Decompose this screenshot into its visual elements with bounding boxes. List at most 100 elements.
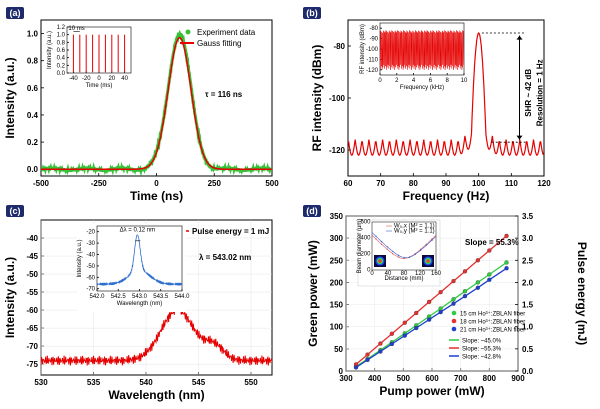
inset-a-axes: -40 -20 0 20 40 0.0 0.20.4 0.6 0.81.0 1.2 Time (ms…	[47, 25, 132, 89]
y-axis-label: Green power (mW)	[306, 240, 320, 347]
inset-c-bg	[77, 224, 186, 312]
data-point	[402, 320, 407, 325]
inset-c-series	[97, 234, 182, 286]
data-point	[438, 290, 443, 295]
inset-b-axes: 0 2 4 6 8 10 -120 -110 -100 -90 -80 Frequency (kHz)…	[360, 22, 468, 91]
x-tick-label: 543.5	[153, 294, 169, 300]
x-tick-label: 120	[537, 179, 551, 188]
y-tick-label: 0.2	[57, 63, 66, 69]
x-axis-label: Time (ns)	[130, 189, 183, 203]
x-tick-label: 8	[446, 78, 450, 84]
shr-arrow-head-down	[516, 135, 523, 140]
y-tick-label: -50	[86, 264, 95, 270]
y-tick-label: -60	[26, 306, 38, 315]
data-point	[365, 352, 370, 357]
panel-label-bg	[6, 7, 24, 19]
data-point	[378, 341, 383, 346]
inset-d-y-label: Beam diameter (μm)	[357, 219, 363, 274]
y-tick-label: 0.6	[57, 48, 66, 54]
inset-b-series	[380, 30, 464, 70]
y2-tick-label: 2.5	[522, 256, 534, 265]
inset-d-point	[414, 253, 416, 256]
inset-a-series	[72, 34, 126, 73]
y-axis-label: Intensity (a.u.)	[3, 57, 17, 138]
legend-label-fiber: 18 cm Ho³⁺:ZBLAN fiber	[460, 319, 525, 326]
y-axis-label: RF intensity (dBm)	[360, 24, 366, 74]
inset-d-legend-label: W₀,x (M² = 1.1)	[394, 224, 435, 230]
inset-d-point	[375, 238, 377, 240]
legend-label-fiber: 15 cm Ho³⁺:ZBLAN fiber	[460, 311, 525, 318]
inset-d-point	[431, 238, 433, 240]
legend-label-pulse-energy: Pulse energy = 1 mJ	[192, 227, 269, 236]
legend-label-experiment: Experiment data	[197, 28, 256, 37]
inset-d-point	[397, 256, 400, 258]
gauss-fitting-line	[41, 36, 272, 170]
inset-d-series	[372, 232, 436, 260]
legend-label-fiber: 21 cm Ho³⁺:ZBLAN fiber	[460, 327, 525, 334]
x-tick-label: 535	[87, 378, 101, 387]
y-tick-label: 0.8	[57, 40, 66, 46]
y-tick-label: 0.8	[27, 57, 39, 66]
inset-d-point	[380, 240, 383, 243]
panel-d-series	[353, 233, 509, 370]
data-point	[426, 317, 432, 322]
y-tick-label: -70	[86, 287, 95, 293]
x-tick-label: 540	[139, 378, 153, 387]
y-tick-label: -70	[26, 342, 38, 351]
data-point	[462, 289, 468, 294]
y-tick-label: -80	[333, 42, 345, 51]
data-point	[414, 310, 419, 316]
data-point	[353, 365, 359, 370]
legend-marker-fiber	[451, 318, 457, 324]
y-tick-label: 1.2	[57, 25, 66, 31]
x-tick-label: 800	[483, 374, 497, 383]
x-axis-label: Pump power (mW)	[379, 384, 484, 398]
x-tick-label: 543.0	[132, 294, 148, 300]
inset-d-point	[397, 254, 400, 257]
data-point	[426, 299, 432, 305]
inset-d-point	[425, 244, 428, 246]
panel-label: (d)	[303, 205, 321, 217]
data-point	[402, 333, 407, 338]
panel-label-text: (a)	[10, 8, 21, 18]
x-tick-label: -250	[91, 179, 108, 188]
inset-d-point	[431, 239, 433, 241]
panel-label: (b)	[303, 7, 321, 19]
y-tick-label: 0.0	[27, 165, 39, 174]
y-axis-label: Intensity (a.u.)	[3, 257, 17, 338]
data-point	[365, 357, 370, 363]
y-tick-label: 1.0	[27, 30, 39, 39]
x-axis-label: Wavelength (nm)	[117, 301, 162, 307]
spectrum-line	[41, 247, 272, 366]
y-tick-label: -120	[366, 68, 379, 74]
inset-d-point	[375, 235, 377, 237]
x-tick-label: 20	[108, 76, 115, 82]
y-tick-label: -30	[86, 241, 95, 247]
x-tick-label: 0	[97, 76, 101, 82]
y-axis-label: RF intensity (dBm)	[310, 45, 324, 152]
x-tick-label: 250	[208, 179, 222, 188]
inset-d-x-tick: 160	[431, 271, 442, 277]
legend-marker-experiment	[185, 29, 191, 35]
data-point	[451, 278, 456, 284]
y-axis-label: Intensity (a.u.)	[47, 31, 53, 69]
y-tick-label: -90	[369, 37, 378, 43]
panel-a-series	[41, 29, 272, 176]
y-tick-label: -40	[26, 234, 38, 243]
x-tick-label: 600	[425, 374, 439, 383]
inset-d-point	[403, 256, 405, 259]
beam-profile-core	[378, 259, 382, 263]
data-point	[504, 233, 509, 239]
inset-d-y-tick: 600	[360, 220, 371, 226]
y-tick-label: 250	[330, 256, 344, 265]
inset-a-period-label: 10 ms	[68, 26, 84, 32]
beam-profile-images	[374, 255, 434, 267]
x-tick-label: 542.5	[111, 294, 127, 300]
x-tick-label: -20	[82, 76, 91, 82]
y-tick-label: 150	[330, 301, 344, 310]
panel-a-legend: Experiment data Gauss fitting	[180, 28, 256, 48]
x-tick-label: 700	[454, 374, 468, 383]
